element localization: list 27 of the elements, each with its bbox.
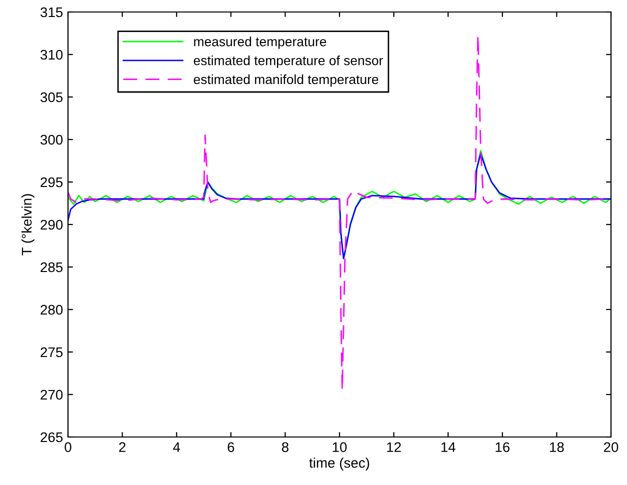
legend-label: measured temperature xyxy=(194,36,326,49)
y-tick-label: 275 xyxy=(40,347,63,358)
x-tick-label: 12 xyxy=(387,442,401,452)
y-tick-label: 290 xyxy=(40,220,63,230)
y-tick-label: 315 xyxy=(40,7,63,18)
x-tick-label: 10 xyxy=(332,442,347,452)
y-tick-label: 310 xyxy=(40,50,63,60)
y-tick-label: 265 xyxy=(40,432,63,442)
x-tick-label: 0 xyxy=(64,442,72,452)
y-axis-title: T (°kelvin) xyxy=(21,194,34,256)
y-tick-label: 285 xyxy=(40,262,63,272)
x-tick-label: 18 xyxy=(550,442,564,452)
x-tick-label: 8 xyxy=(282,442,288,452)
y-tick-label: 300 xyxy=(40,134,63,145)
x-tick-label: 4 xyxy=(173,442,180,452)
y-tick-label: 280 xyxy=(40,304,63,315)
x-tick-label: 2 xyxy=(119,442,126,452)
y-tick-label: 270 xyxy=(40,390,63,400)
x-tick-label: 16 xyxy=(496,442,510,452)
y-tick-label: 305 xyxy=(40,92,63,102)
x-tick-label: 20 xyxy=(604,442,618,452)
y-tick-label: 295 xyxy=(40,177,63,188)
x-axis-title: time (sec) xyxy=(309,458,370,471)
x-tick-label: 6 xyxy=(228,442,234,452)
legend-label: estimated manifold temperature xyxy=(194,74,378,87)
x-tick-label: 14 xyxy=(441,442,456,452)
legend-label: estimated temperature of sensor xyxy=(194,56,383,68)
